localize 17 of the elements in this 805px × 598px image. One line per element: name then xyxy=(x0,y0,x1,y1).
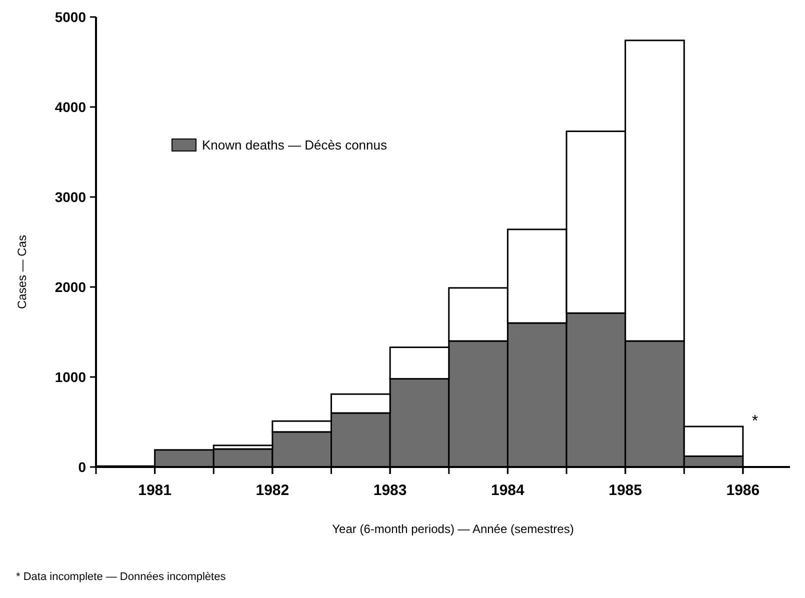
y-tick-label: 1000 xyxy=(54,368,86,385)
y-tick-label: 0 xyxy=(78,458,86,475)
y-tick-label: 2000 xyxy=(54,278,86,295)
y-tick-label: 5000 xyxy=(54,8,86,25)
y-tick-label: 3000 xyxy=(54,188,86,205)
y-tick-label: 4000 xyxy=(54,98,86,115)
x-tick-label: 1985 xyxy=(608,482,642,499)
x-tick-label: 1984 xyxy=(491,482,526,499)
x-tick-label: 1981 xyxy=(138,482,172,499)
legend-label: Known deaths — Décès connus xyxy=(202,138,388,153)
annotation: * xyxy=(752,413,758,430)
x-tick-label: 1986 xyxy=(726,482,760,499)
text: * Data incomplete — Données incomplètes xyxy=(16,571,226,583)
x-tick-label: 1983 xyxy=(373,482,407,499)
x-axis-title: Year (6-month periods) — Année (semestres) xyxy=(332,522,574,536)
y-axis-title: Cases — Cas xyxy=(15,234,29,310)
x-tick-label: 1982 xyxy=(256,482,290,499)
